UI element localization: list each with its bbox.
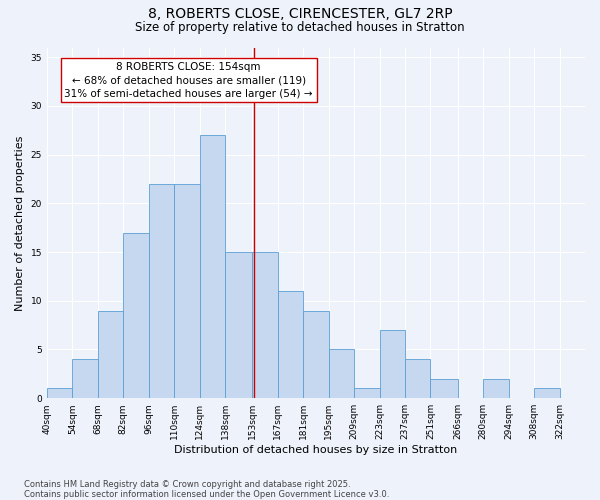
Bar	[405, 359, 430, 398]
Text: Size of property relative to detached houses in Stratton: Size of property relative to detached ho…	[135, 21, 465, 34]
Bar	[278, 291, 303, 398]
Bar	[225, 252, 253, 398]
Text: 8 ROBERTS CLOSE: 154sqm
← 68% of detached houses are smaller (119)
31% of semi-d: 8 ROBERTS CLOSE: 154sqm ← 68% of detache…	[64, 62, 313, 98]
Bar	[380, 330, 405, 398]
Bar	[149, 184, 174, 398]
Bar	[73, 359, 98, 398]
Text: Contains HM Land Registry data © Crown copyright and database right 2025.
Contai: Contains HM Land Registry data © Crown c…	[24, 480, 389, 499]
Bar	[174, 184, 200, 398]
Bar	[200, 135, 225, 398]
Bar	[483, 378, 509, 398]
Y-axis label: Number of detached properties: Number of detached properties	[15, 135, 25, 310]
Bar	[329, 350, 354, 398]
Bar	[253, 252, 278, 398]
Bar	[98, 310, 123, 398]
Bar	[534, 388, 560, 398]
Bar	[354, 388, 380, 398]
Bar	[430, 378, 458, 398]
Text: 8, ROBERTS CLOSE, CIRENCESTER, GL7 2RP: 8, ROBERTS CLOSE, CIRENCESTER, GL7 2RP	[148, 8, 452, 22]
Bar	[123, 232, 149, 398]
X-axis label: Distribution of detached houses by size in Stratton: Distribution of detached houses by size …	[175, 445, 458, 455]
Bar	[303, 310, 329, 398]
Bar	[47, 388, 73, 398]
